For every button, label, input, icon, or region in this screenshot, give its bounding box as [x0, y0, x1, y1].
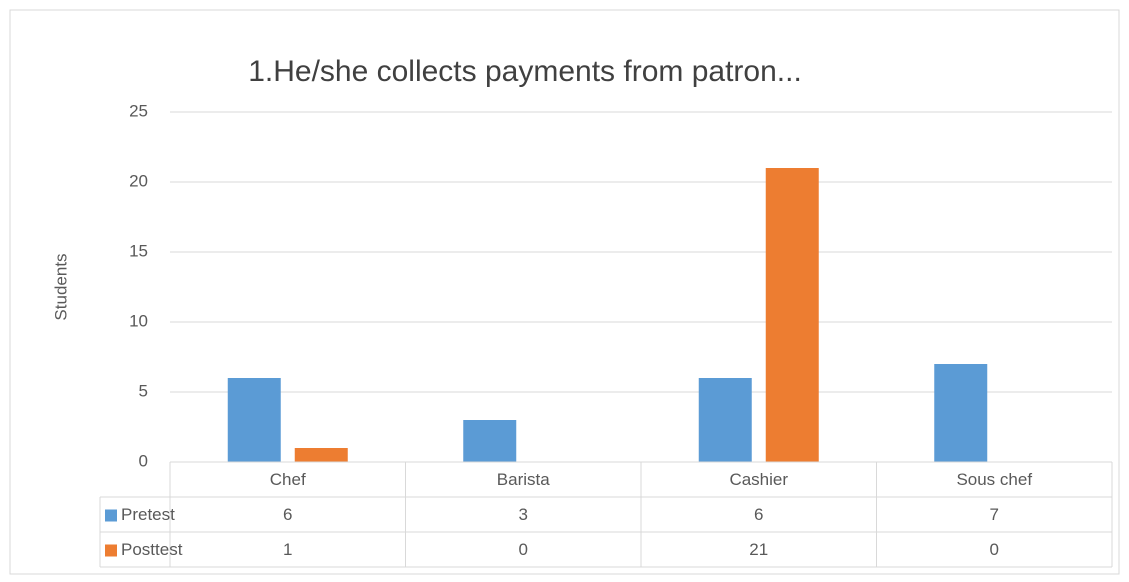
legend-label: Pretest: [121, 505, 175, 524]
y-tick-label: 25: [129, 101, 148, 120]
legend-label: Posttest: [121, 540, 183, 559]
table-value: 21: [749, 540, 768, 559]
y-tick-label: 15: [129, 241, 148, 260]
x-tick-label: Cashier: [729, 470, 788, 489]
bar: [698, 378, 752, 462]
table-value: 1: [283, 540, 292, 559]
table-value: 3: [519, 505, 528, 524]
table-value: 6: [754, 505, 763, 524]
y-tick-label: 20: [129, 171, 148, 190]
table-value: 0: [519, 540, 528, 559]
y-tick-label: 5: [139, 381, 148, 400]
y-tick-label: 10: [129, 311, 148, 330]
legend-swatch: [105, 544, 117, 557]
chart-title: 1.He/she collects payments from patron..…: [248, 55, 802, 88]
table-value: 6: [283, 505, 292, 524]
y-tick-label: 0: [139, 451, 148, 470]
bar: [294, 448, 348, 462]
x-tick-label: Sous chef: [956, 470, 1032, 489]
bar: [463, 420, 517, 462]
bar: [765, 168, 819, 462]
table-value: 7: [990, 505, 999, 524]
x-tick-label: Chef: [270, 470, 306, 489]
x-tick-label: Barista: [497, 470, 550, 489]
bar: [227, 378, 281, 462]
table-value: 0: [990, 540, 999, 559]
y-axis-label: Students: [51, 253, 70, 320]
legend-swatch: [105, 509, 117, 522]
bar: [934, 364, 988, 462]
chart-border: [9, 9, 1120, 575]
